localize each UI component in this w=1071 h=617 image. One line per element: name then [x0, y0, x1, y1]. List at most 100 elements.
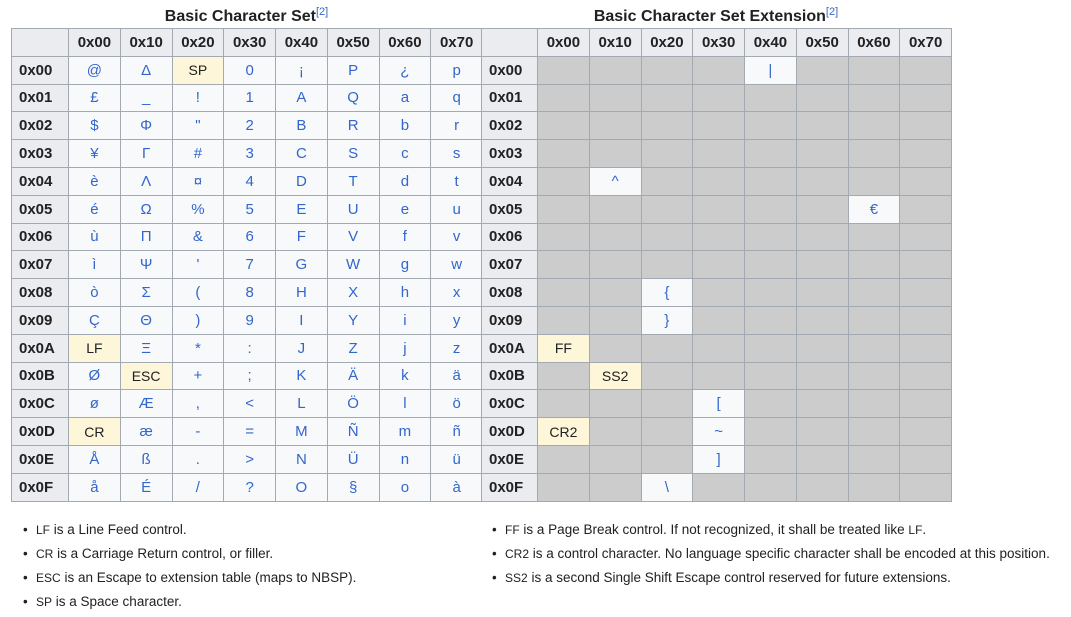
character-cell[interactable]: Z	[326, 333, 380, 363]
character-cell[interactable]: =	[223, 417, 276, 446]
character-cell[interactable]: m	[378, 417, 432, 446]
character-cell[interactable]: R	[326, 111, 380, 141]
character-cell[interactable]: %	[171, 194, 225, 224]
character-cell[interactable]: X	[326, 278, 380, 307]
character-cell[interactable]: :	[223, 333, 276, 363]
character-cell[interactable]: è	[68, 166, 121, 196]
character-cell[interactable]: *	[171, 333, 225, 363]
character-cell[interactable]: /	[171, 472, 225, 502]
character-cell[interactable]: H	[275, 278, 328, 307]
character-cell[interactable]: P	[326, 55, 380, 85]
character-cell[interactable]: l	[378, 389, 432, 419]
character-cell[interactable]: O	[275, 472, 328, 502]
character-cell[interactable]: Q	[326, 83, 380, 113]
character-cell[interactable]: K	[275, 361, 328, 391]
character-cell[interactable]: §	[326, 472, 380, 502]
character-cell[interactable]: ,	[171, 389, 225, 419]
character-cell[interactable]: Ç	[68, 305, 121, 335]
character-cell[interactable]: e	[378, 194, 432, 224]
character-cell[interactable]: 7	[223, 250, 276, 280]
character-cell[interactable]: ì	[68, 250, 121, 280]
character-cell[interactable]: h	[378, 278, 432, 307]
character-cell[interactable]: s	[430, 139, 483, 168]
character-cell[interactable]: T	[326, 166, 380, 196]
character-cell[interactable]: Ξ	[119, 333, 173, 363]
character-cell[interactable]: Æ	[119, 389, 173, 419]
character-cell[interactable]: "	[171, 111, 225, 141]
character-cell[interactable]: ù	[68, 222, 121, 252]
character-cell[interactable]: k	[378, 361, 432, 391]
character-cell[interactable]: å	[68, 472, 121, 502]
character-cell[interactable]: D	[275, 166, 328, 196]
character-cell[interactable]: J	[275, 333, 328, 363]
character-cell[interactable]: ò	[68, 278, 121, 307]
character-cell[interactable]: ;	[223, 361, 276, 391]
character-cell[interactable]: Ä	[326, 361, 380, 391]
character-cell[interactable]: i	[378, 305, 432, 335]
character-cell[interactable]: $	[68, 111, 121, 141]
character-cell[interactable]: r	[430, 111, 483, 141]
character-cell[interactable]: L	[275, 389, 328, 419]
character-cell[interactable]: ¿	[378, 55, 432, 85]
character-cell[interactable]: n	[378, 444, 432, 474]
character-cell[interactable]: ä	[430, 361, 483, 391]
character-cell[interactable]: 5	[223, 194, 276, 224]
character-cell[interactable]: >	[223, 444, 276, 474]
character-cell[interactable]: a	[378, 83, 432, 113]
character-cell[interactable]: t	[430, 166, 483, 196]
character-cell[interactable]: 4	[223, 166, 276, 196]
character-cell[interactable]: w	[430, 250, 483, 280]
character-cell[interactable]: Θ	[119, 305, 173, 335]
character-cell[interactable]: W	[326, 250, 380, 280]
character-cell[interactable]: u	[430, 194, 483, 224]
character-cell[interactable]: Γ	[119, 139, 173, 168]
character-cell[interactable]: q	[430, 83, 483, 113]
character-cell[interactable]: z	[430, 333, 483, 363]
character-cell[interactable]: Ø	[68, 361, 121, 391]
character-cell[interactable]: Ω	[119, 194, 173, 224]
character-cell[interactable]: [	[692, 389, 745, 419]
character-cell[interactable]: 0	[223, 55, 276, 85]
character-cell[interactable]: 8	[223, 278, 276, 307]
character-cell[interactable]: Π	[119, 222, 173, 252]
character-cell[interactable]: Λ	[119, 166, 173, 196]
character-cell[interactable]: y	[430, 305, 483, 335]
character-cell[interactable]: M	[275, 417, 328, 446]
character-cell[interactable]: j	[378, 333, 432, 363]
character-cell[interactable]: I	[275, 305, 328, 335]
character-cell[interactable]: -	[171, 417, 225, 446]
character-cell[interactable]: G	[275, 250, 328, 280]
character-cell[interactable]: ?	[223, 472, 276, 502]
character-cell[interactable]: €	[847, 194, 901, 224]
character-cell[interactable]: +	[171, 361, 225, 391]
character-cell[interactable]: ø	[68, 389, 121, 419]
character-cell[interactable]: _	[119, 83, 173, 113]
character-cell[interactable]: @	[68, 55, 121, 85]
character-cell[interactable]: à	[430, 472, 483, 502]
character-cell[interactable]: F	[275, 222, 328, 252]
character-cell[interactable]: 6	[223, 222, 276, 252]
character-cell[interactable]: £	[68, 83, 121, 113]
character-cell[interactable]: ¡	[275, 55, 328, 85]
character-cell[interactable]: c	[378, 139, 432, 168]
extension-table-ref-link[interactable]: [2]	[825, 6, 839, 18]
character-cell[interactable]: .	[171, 444, 225, 474]
character-cell[interactable]: Ü	[326, 444, 380, 474]
character-cell[interactable]: 1	[223, 83, 276, 113]
character-cell[interactable]: &	[171, 222, 225, 252]
character-cell[interactable]: (	[171, 278, 225, 307]
character-cell[interactable]: é	[68, 194, 121, 224]
character-cell[interactable]: C	[275, 139, 328, 168]
character-cell[interactable]: Å	[68, 444, 121, 474]
character-cell[interactable]: A	[275, 83, 328, 113]
character-cell[interactable]: <	[223, 389, 276, 419]
character-cell[interactable]: N	[275, 444, 328, 474]
character-cell[interactable]: 3	[223, 139, 276, 168]
character-cell[interactable]: Φ	[119, 111, 173, 141]
character-cell[interactable]: #	[171, 139, 225, 168]
character-cell[interactable]: )	[171, 305, 225, 335]
character-cell[interactable]: U	[326, 194, 380, 224]
character-cell[interactable]: v	[430, 222, 483, 252]
character-cell[interactable]: {	[640, 278, 694, 307]
character-cell[interactable]: x	[430, 278, 483, 307]
